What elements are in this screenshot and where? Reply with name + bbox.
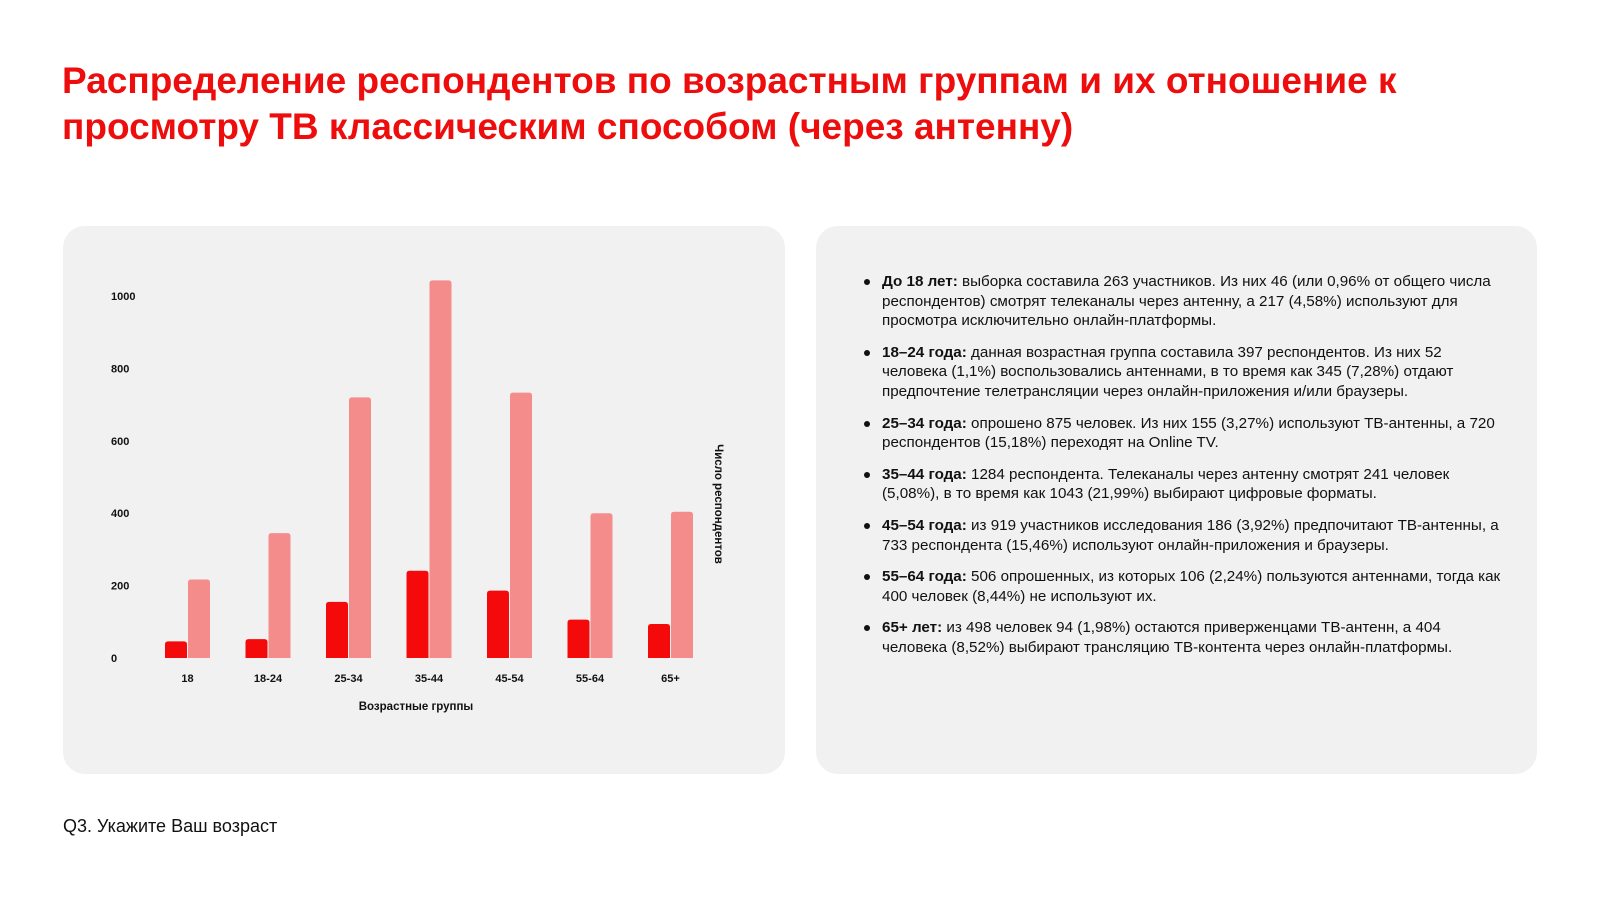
summary-item: 65+ лет: из 498 человек 94 (1,98%) остаю… <box>864 618 1504 657</box>
summary-item: 45–54 года: из 919 участников исследован… <box>864 516 1504 555</box>
bar-online <box>268 533 291 658</box>
x-tick-label: 25-34 <box>334 673 363 685</box>
bar-antenna <box>165 641 187 658</box>
x-tick-label: 18 <box>181 673 193 685</box>
y-tick-label: 400 <box>111 508 129 520</box>
summary-item-label: 45–54 года: <box>882 516 967 534</box>
y-tick-label: 200 <box>111 581 129 593</box>
summary-item: 35–44 года: 1284 респондента. Телеканалы… <box>864 465 1504 504</box>
x-tick-label: 18-24 <box>254 673 283 685</box>
bar-antenna <box>567 619 590 658</box>
summary-item-label: 35–44 года: <box>882 465 967 483</box>
y-tick-label: 0 <box>111 653 117 665</box>
question-caption: Q3. Укажите Ваш возраст <box>63 816 278 836</box>
bar-antenna <box>326 601 348 658</box>
age-group-bar-chart: 0 200 400 600 800 1000 18 18-24 25-34 35-44 45-54 5… <box>111 280 724 713</box>
page-title: Распределение респондентов по возрастным… <box>62 60 1397 147</box>
summary-item-text: 1284 респондента. Телеканалы через антен… <box>882 465 1450 503</box>
summary-list: До 18 лет: выборка составила 263 участни… <box>864 272 1504 670</box>
x-tick-label: 35-44 <box>415 673 444 685</box>
bar-online <box>349 397 371 658</box>
y-tick-label: 800 <box>111 363 129 375</box>
summary-item-text: 506 опрошенных, из которых 106 (2,24%) п… <box>882 568 1501 605</box>
summary-item: 55–64 года: 506 опрошенных, из которых 1… <box>864 567 1504 606</box>
summary-item-text: выборка составила 263 участников. Из них… <box>882 273 1491 330</box>
y-tick-label: 600 <box>111 436 129 448</box>
chart-card: 0 200 400 600 800 1000 18 18-24 25-34 35-44 45-54 5… <box>63 226 785 774</box>
bar-antenna <box>245 639 268 658</box>
bar-online <box>429 280 452 658</box>
bar-antenna <box>406 570 429 658</box>
bar-online <box>671 511 693 658</box>
y-tick-label: 1000 <box>111 291 135 303</box>
bar-antenna <box>648 623 670 658</box>
y-axis-title: Число респондентов <box>712 444 724 564</box>
summary-item-text: из 498 человек 94 (1,98%) остаются приве… <box>882 619 1453 656</box>
x-tick-label: 65+ <box>661 673 680 685</box>
summary-item-label: 55–64 года: <box>882 568 967 586</box>
summary-item-label: 65+ лет: <box>882 619 943 637</box>
summary-item-label: До 18 лет: <box>882 273 958 290</box>
summary-item-label: 25–34 года: <box>882 414 967 432</box>
x-axis-title: Возрастные группы <box>359 701 474 713</box>
summary-card: До 18 лет: выборка составила 263 участни… <box>816 226 1537 774</box>
summary-item-text: из 919 участников исследования 186 (3,92… <box>882 516 1499 554</box>
summary-item: 25–34 года: опрошено 875 человек. Из них… <box>864 414 1504 453</box>
summary-item-label: 18–24 года: <box>882 343 967 361</box>
summary-item: До 18 лет: выборка составила 263 участни… <box>864 272 1504 331</box>
bar-antenna <box>487 590 509 658</box>
summary-item-text: опрошено 875 человек. Из них 155 (3,27%)… <box>882 414 1495 452</box>
bar-online <box>590 513 613 658</box>
summary-item: 18–24 года: данная возрастная группа сос… <box>864 343 1504 402</box>
bar-online <box>188 579 210 658</box>
x-tick-label: 45-54 <box>495 673 524 685</box>
x-tick-label: 55-64 <box>576 673 605 685</box>
bar-online <box>510 392 532 658</box>
summary-item-text: данная возрастная группа составила 397 р… <box>882 343 1454 400</box>
